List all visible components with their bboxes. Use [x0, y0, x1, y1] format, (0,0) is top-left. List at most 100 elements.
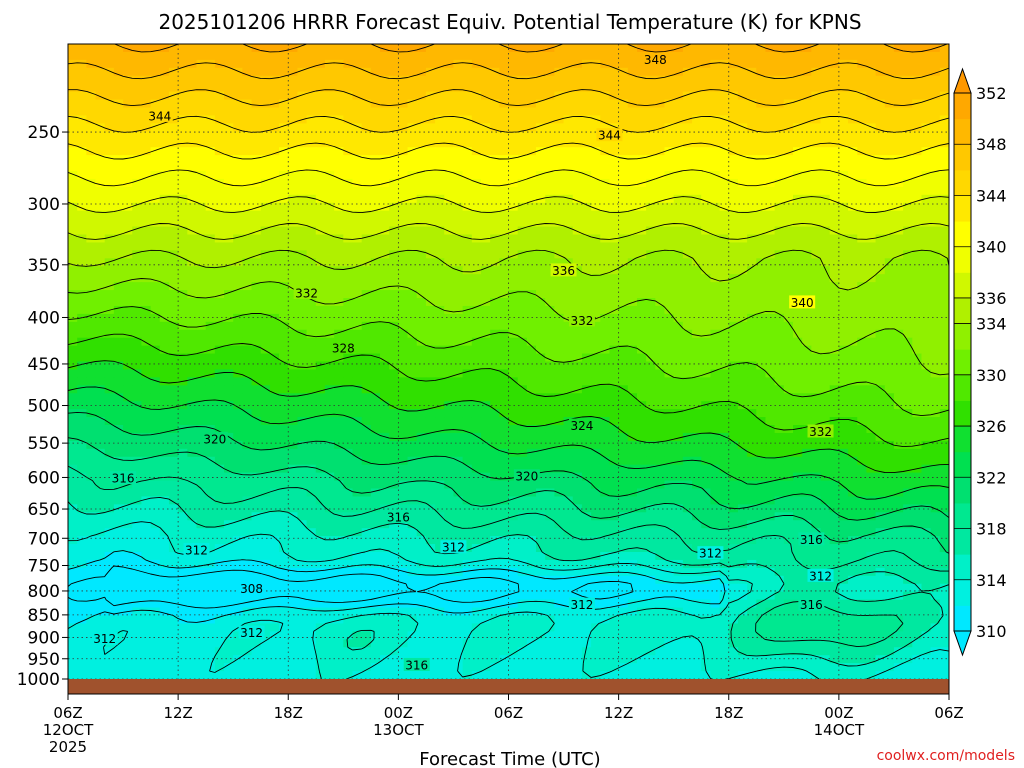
fill-cell	[884, 51, 895, 61]
fill-cell	[765, 385, 776, 394]
fill-cell	[802, 155, 812, 164]
fill-cell	[820, 290, 831, 299]
fill-cell	[912, 147, 923, 156]
fill-cell	[884, 123, 895, 132]
fill-cell	[563, 210, 574, 220]
fill-cell	[334, 139, 344, 148]
fill-cell	[838, 250, 849, 259]
fill-cell	[150, 202, 161, 212]
fill-cell	[756, 194, 767, 204]
fill-cell	[398, 115, 409, 124]
fill-cell	[205, 234, 216, 244]
fill-cell	[857, 385, 868, 394]
fill-cell	[150, 440, 161, 450]
fill-cell	[646, 234, 656, 244]
fill-cell	[701, 163, 711, 172]
fill-cell	[554, 274, 565, 283]
fill-cell	[765, 337, 776, 347]
fill-cell	[609, 329, 620, 339]
fill-cell	[655, 202, 666, 212]
fill-cell	[618, 345, 629, 355]
fill-cell	[930, 218, 941, 228]
fill-cell	[233, 329, 243, 339]
fill-cell	[591, 385, 601, 394]
fill-cell	[884, 250, 895, 259]
fill-cell	[214, 99, 225, 109]
fill-cell	[113, 75, 124, 85]
fill-cell	[591, 417, 601, 426]
fill-cell	[196, 234, 207, 244]
fill-cell	[104, 194, 115, 204]
fill-cell	[526, 298, 537, 307]
fill-cell	[425, 305, 436, 315]
fill-cell	[526, 83, 537, 93]
fill-cell	[636, 91, 647, 101]
fill-cell	[581, 298, 592, 307]
fill-cell	[150, 123, 161, 132]
fill-cell	[233, 274, 243, 283]
fill-cell	[352, 123, 363, 132]
fill-cell	[609, 361, 620, 371]
fill-cell	[168, 298, 179, 307]
fill-cell	[820, 282, 831, 291]
fill-cell	[884, 361, 895, 371]
fill-cell	[609, 377, 620, 386]
fill-cell	[214, 298, 225, 307]
fill-cell	[499, 186, 510, 196]
fill-cell	[251, 266, 262, 275]
fill-cell	[866, 282, 877, 291]
fill-cell	[297, 155, 308, 164]
fill-cell	[875, 75, 886, 85]
fill-cell	[141, 409, 152, 418]
fill-cell	[205, 202, 216, 212]
fill-cell	[370, 409, 381, 418]
fill-cell	[838, 91, 849, 101]
fill-cell	[875, 115, 886, 124]
fill-cell	[536, 393, 546, 402]
fill-cell	[343, 361, 354, 371]
fill-cell	[756, 178, 767, 188]
fill-cell	[123, 59, 133, 69]
fill-cell	[95, 194, 106, 204]
fill-cell	[884, 202, 895, 212]
fill-cell	[168, 210, 179, 220]
fill-cell	[939, 321, 949, 331]
fill-cell	[857, 305, 868, 315]
fill-cell	[857, 250, 868, 259]
fill-cell	[435, 44, 445, 53]
fill-cell	[893, 59, 904, 69]
fill-cell	[407, 67, 418, 77]
fill-cell	[178, 218, 188, 228]
fill-cell	[104, 361, 115, 371]
fill-cell	[591, 425, 601, 434]
fill-cell	[370, 186, 381, 196]
fill-cell	[242, 155, 253, 164]
fill-cell	[77, 83, 87, 93]
fill-cell	[113, 313, 124, 323]
fill-cell	[884, 242, 895, 251]
fill-cell	[343, 186, 354, 196]
fill-cell	[279, 163, 289, 172]
fill-cell	[86, 313, 97, 323]
fill-cell	[581, 274, 592, 283]
fill-cell	[499, 266, 510, 275]
fill-cell	[563, 345, 574, 355]
fill-cell	[334, 369, 344, 378]
fill-cell	[132, 131, 143, 140]
fill-cell	[499, 377, 510, 386]
fill-cell	[554, 425, 565, 434]
fill-cell	[792, 123, 803, 132]
fill-cell	[692, 99, 702, 109]
fill-cell	[279, 401, 289, 410]
fill-cell	[692, 313, 702, 323]
fill-cell	[517, 313, 528, 323]
fill-cell	[921, 242, 932, 251]
fill-cell	[701, 290, 711, 299]
fill-cell	[737, 290, 748, 299]
fill-cell	[123, 298, 133, 307]
fill-cell	[444, 345, 455, 355]
fill-cell	[526, 218, 537, 228]
fill-cell	[471, 432, 482, 442]
fill-cell	[710, 147, 721, 156]
